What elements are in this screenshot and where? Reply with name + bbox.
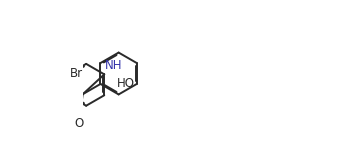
Text: O: O (75, 117, 84, 130)
Text: NH: NH (105, 59, 123, 72)
Text: HO: HO (117, 77, 135, 90)
Text: Br: Br (70, 67, 83, 80)
